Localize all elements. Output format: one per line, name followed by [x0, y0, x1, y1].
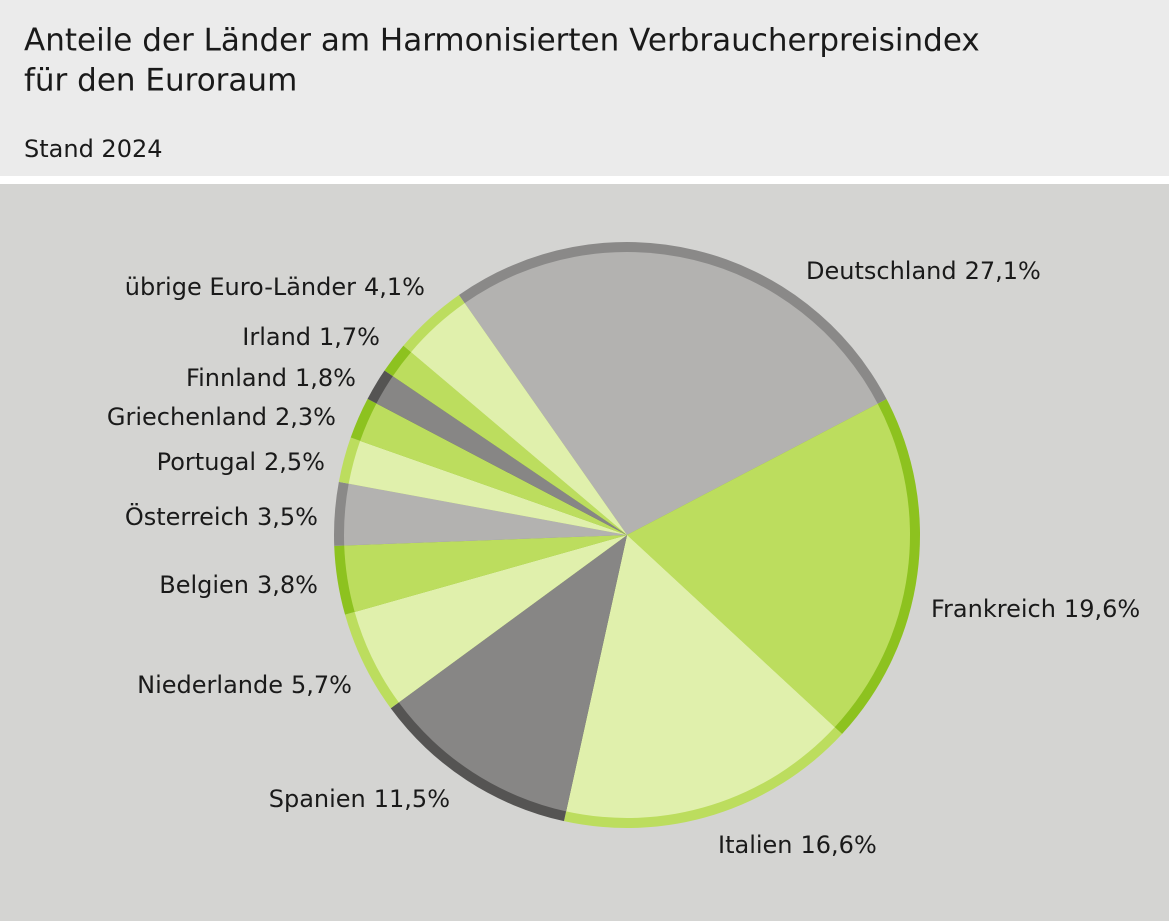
- slice: [464, 252, 878, 535]
- slice-label-name: Finnland: [186, 364, 287, 392]
- slice-label-value: 2,3%: [275, 403, 336, 431]
- chart-subtitle: Stand 2024: [24, 135, 163, 163]
- slice-label-value: 1,7%: [319, 323, 380, 351]
- slice-label-value: 1,8%: [295, 364, 356, 392]
- slice-label-name: Deutschland: [806, 257, 957, 285]
- slice-label: Italien 16,6%: [718, 831, 877, 859]
- slice-label: übrige Euro-Länder 4,1%: [125, 273, 425, 301]
- slice: [360, 403, 627, 535]
- slice: [344, 483, 627, 546]
- slice-label-name: Griechenland: [107, 403, 267, 431]
- header-background: [0, 0, 1169, 176]
- slice-label-value: 16,6%: [801, 831, 877, 859]
- chart-title: Anteile der Länder am Harmonisierten Ver…: [24, 23, 980, 59]
- slice-label: Irland 1,7%: [242, 323, 380, 351]
- slice-label: Portugal 2,5%: [157, 448, 325, 476]
- slice: [392, 352, 627, 535]
- slice-label-value: 5,7%: [291, 671, 352, 699]
- slice-label-value: 3,8%: [257, 571, 318, 599]
- slice-label: Belgien 3,8%: [159, 571, 318, 599]
- slice-label: Österreich 3,5%: [125, 502, 318, 531]
- slice-label: Spanien 11,5%: [269, 785, 450, 813]
- slice-label-name: übrige Euro-Länder: [125, 273, 356, 301]
- slice-label-name: Niederlande: [137, 671, 283, 699]
- slice-label-name: Irland: [242, 323, 311, 351]
- slice-label-name: Belgien: [159, 571, 249, 599]
- slice-label-value: 11,5%: [374, 785, 450, 813]
- slice-label-value: 4,1%: [364, 273, 425, 301]
- slice: [376, 376, 627, 535]
- chart-title: für den Euroraum: [24, 63, 297, 99]
- slice: [411, 303, 627, 535]
- slice-label-name: Spanien: [269, 785, 366, 813]
- slice-label-name: Portugal: [157, 448, 256, 476]
- slice-label-value: 2,5%: [264, 448, 325, 476]
- slice-label: Frankreich 19,6%: [931, 595, 1140, 623]
- slice: [627, 403, 910, 728]
- slice: [354, 535, 627, 703]
- slice-label-value: 27,1%: [965, 257, 1041, 285]
- slice-label: Finnland 1,8%: [186, 364, 356, 392]
- slice-label: Deutschland 27,1%: [806, 257, 1041, 285]
- slice-label-value: 19,6%: [1064, 595, 1140, 623]
- slice-label: Griechenland 2,3%: [107, 403, 336, 431]
- slice: [398, 535, 627, 812]
- slice: [344, 535, 627, 612]
- slice-label-value: 3,5%: [257, 503, 318, 531]
- slice-label-name: Frankreich: [931, 595, 1056, 623]
- slice: [348, 440, 627, 535]
- slice: [566, 535, 835, 818]
- slice-label: Niederlande 5,7%: [137, 671, 352, 699]
- slice-label-name: Italien: [718, 831, 793, 859]
- slice-label-name: Österreich: [125, 502, 249, 531]
